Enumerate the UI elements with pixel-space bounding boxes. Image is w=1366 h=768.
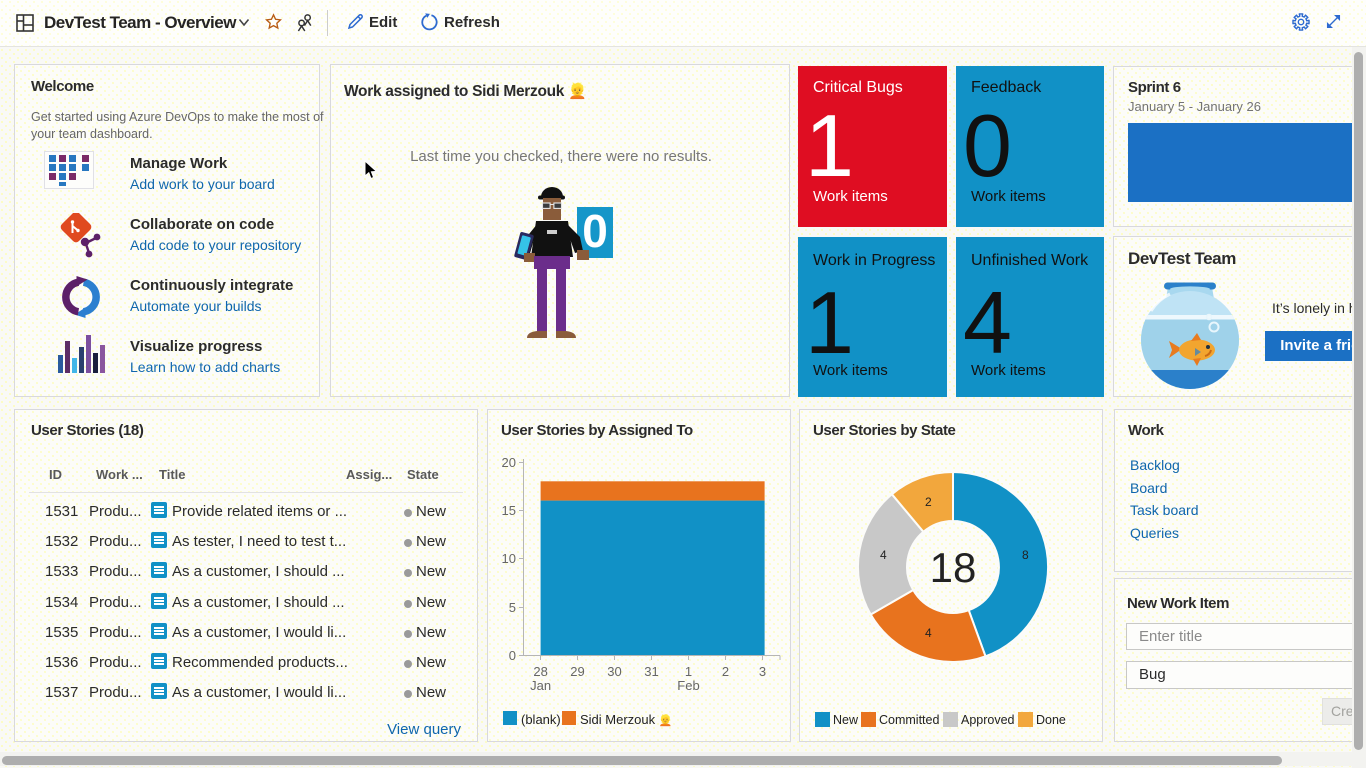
- svg-text:29: 29: [570, 664, 584, 679]
- svg-text:0: 0: [509, 648, 516, 663]
- svg-text:20: 20: [502, 455, 516, 470]
- svg-text:3: 3: [759, 664, 766, 679]
- svg-text:4: 4: [880, 548, 887, 562]
- svg-text:Jan: Jan: [530, 678, 551, 693]
- svg-text:8: 8: [1022, 548, 1029, 562]
- svg-text:30: 30: [607, 664, 621, 679]
- svg-text:10: 10: [502, 551, 516, 566]
- svg-text:15: 15: [502, 503, 516, 518]
- svg-text:4: 4: [925, 626, 932, 640]
- svg-text:31: 31: [644, 664, 658, 679]
- svg-text:2: 2: [925, 495, 932, 509]
- svg-text:Feb: Feb: [677, 678, 699, 693]
- svg-text:28: 28: [533, 664, 547, 679]
- svg-text:5: 5: [509, 600, 516, 615]
- svg-text:18: 18: [930, 544, 977, 591]
- svg-text:0: 0: [582, 205, 608, 257]
- svg-text:1: 1: [685, 664, 692, 679]
- svg-text:2: 2: [722, 664, 729, 679]
